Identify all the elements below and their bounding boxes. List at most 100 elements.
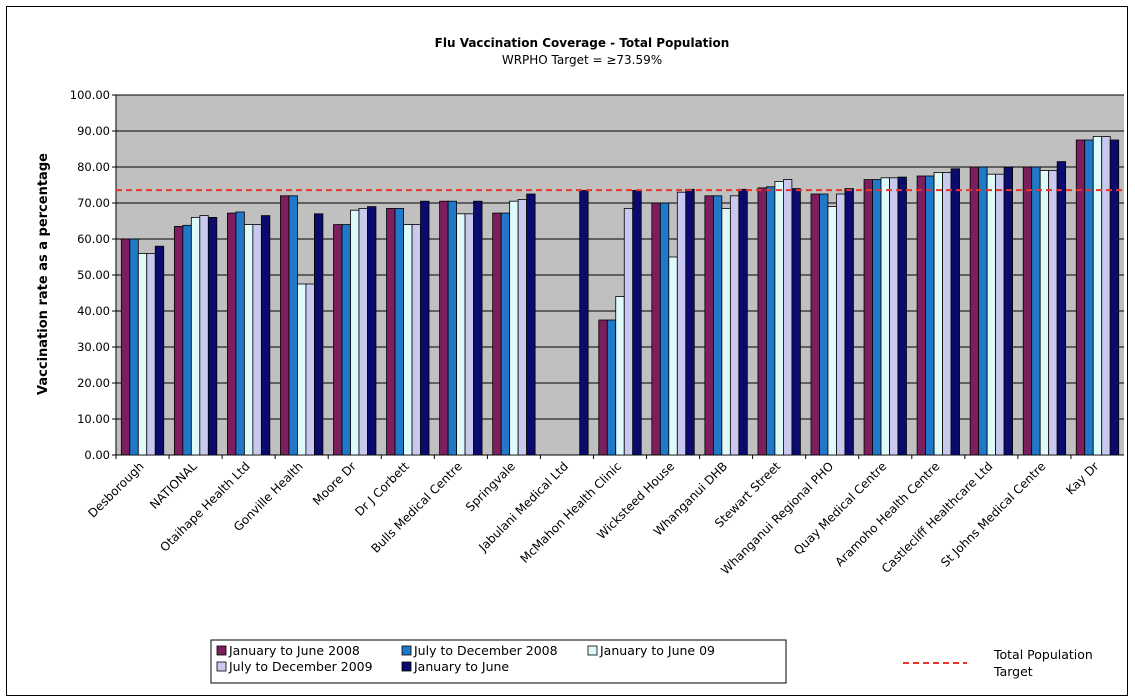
bar — [632, 189, 642, 456]
y-tick-label: 50.00 — [77, 268, 110, 282]
bar — [933, 171, 943, 456]
x-category-label: Castlecliff Healthcare Ltd — [879, 459, 996, 576]
bar — [146, 252, 156, 456]
bar — [252, 224, 262, 456]
bar — [676, 191, 687, 456]
x-category-label: Aramoho Health Centre — [832, 459, 942, 569]
chart-title: Flu Vaccination Coverage - Total Populat… — [435, 36, 730, 50]
x-category-label: Quay Medical Centre — [791, 459, 889, 557]
bar — [651, 202, 661, 456]
legend-swatch — [216, 645, 227, 656]
bar — [729, 195, 740, 456]
bar — [827, 206, 837, 456]
bar — [447, 200, 457, 456]
x-category-label: NATIONAL — [147, 459, 200, 512]
bar — [500, 212, 511, 456]
bar — [154, 245, 165, 456]
bar — [288, 195, 298, 456]
bar — [341, 224, 351, 456]
bar — [889, 177, 899, 456]
bar — [243, 224, 254, 456]
bar — [950, 168, 960, 456]
chart-subtitle: WRPHO Target = ≥73.59% — [502, 53, 662, 67]
bar — [333, 224, 343, 456]
bar — [1003, 166, 1013, 456]
legend-swatch — [401, 645, 412, 656]
bar — [297, 283, 307, 456]
y-tick-label: 10.00 — [77, 412, 110, 426]
bar — [844, 188, 854, 456]
y-tick-label: 20.00 — [77, 376, 110, 390]
bar — [456, 213, 466, 456]
bar — [836, 193, 846, 456]
legend-label: July to December 2009 — [228, 659, 373, 674]
x-category-label: Desborough — [85, 459, 146, 520]
bar — [207, 216, 218, 456]
bar — [235, 211, 245, 456]
bar — [897, 176, 907, 456]
bar — [358, 207, 368, 456]
bar — [704, 195, 714, 456]
x-category-label: Jabulani Medical Ltd — [475, 459, 571, 555]
bar — [615, 296, 625, 456]
bar — [721, 207, 731, 456]
bar — [659, 202, 670, 456]
y-tick-label: 70.00 — [77, 196, 110, 210]
bar — [1056, 161, 1067, 456]
bar — [394, 207, 404, 456]
bar — [872, 179, 882, 456]
bar — [774, 180, 784, 456]
bar — [182, 224, 192, 456]
bar — [386, 207, 396, 456]
bar — [942, 171, 952, 456]
x-category-label: St Johns Medical Centre — [938, 459, 1048, 569]
legend-swatch — [587, 645, 598, 656]
bar — [509, 200, 519, 456]
bar — [1039, 170, 1050, 456]
bar — [598, 319, 608, 456]
bar — [190, 216, 201, 456]
bar — [1075, 139, 1086, 456]
bar — [623, 207, 634, 456]
bar — [526, 193, 536, 456]
y-tick-label: 60.00 — [77, 232, 110, 246]
legend-label: January to June — [413, 659, 509, 674]
x-category-label: McMahon Health Clinic — [517, 459, 624, 566]
bar — [1084, 139, 1094, 456]
bar — [880, 177, 890, 456]
bar — [314, 213, 324, 456]
bar — [579, 189, 589, 456]
y-tick-label: 30.00 — [77, 340, 110, 354]
bar — [995, 173, 1005, 456]
x-category-label: Kay Dr — [1063, 459, 1101, 497]
bar — [783, 179, 793, 456]
bar — [350, 209, 360, 456]
bar — [137, 252, 148, 456]
bar — [120, 238, 131, 456]
legend-box — [210, 639, 787, 684]
bar — [1092, 135, 1103, 456]
bar — [403, 224, 413, 456]
bar — [810, 193, 820, 456]
bar — [439, 200, 449, 456]
bar — [1101, 135, 1111, 456]
bar — [986, 173, 997, 456]
bar — [517, 198, 528, 456]
x-category-label: Moore Dr — [310, 459, 359, 508]
legend-swatch — [401, 661, 412, 672]
flu-vaccination-chart: Flu Vaccination Coverage - Total Populat… — [36, 36, 1124, 684]
bar — [791, 188, 801, 456]
y-tick-label: 100.00 — [70, 88, 110, 102]
bar — [668, 256, 678, 456]
bar — [1048, 170, 1058, 456]
bar — [420, 200, 430, 456]
bar — [367, 206, 377, 456]
bar — [464, 213, 474, 456]
bar — [819, 193, 829, 456]
bar — [1031, 166, 1041, 456]
x-category-label: Whanganui Regional PHO — [718, 459, 836, 577]
y-axis-label: Vaccination rate as a percentage — [36, 153, 51, 395]
bar — [1109, 139, 1120, 456]
y-tick-label: 80.00 — [77, 160, 110, 174]
x-category-label: Otaihape Health Ltd — [157, 459, 252, 554]
